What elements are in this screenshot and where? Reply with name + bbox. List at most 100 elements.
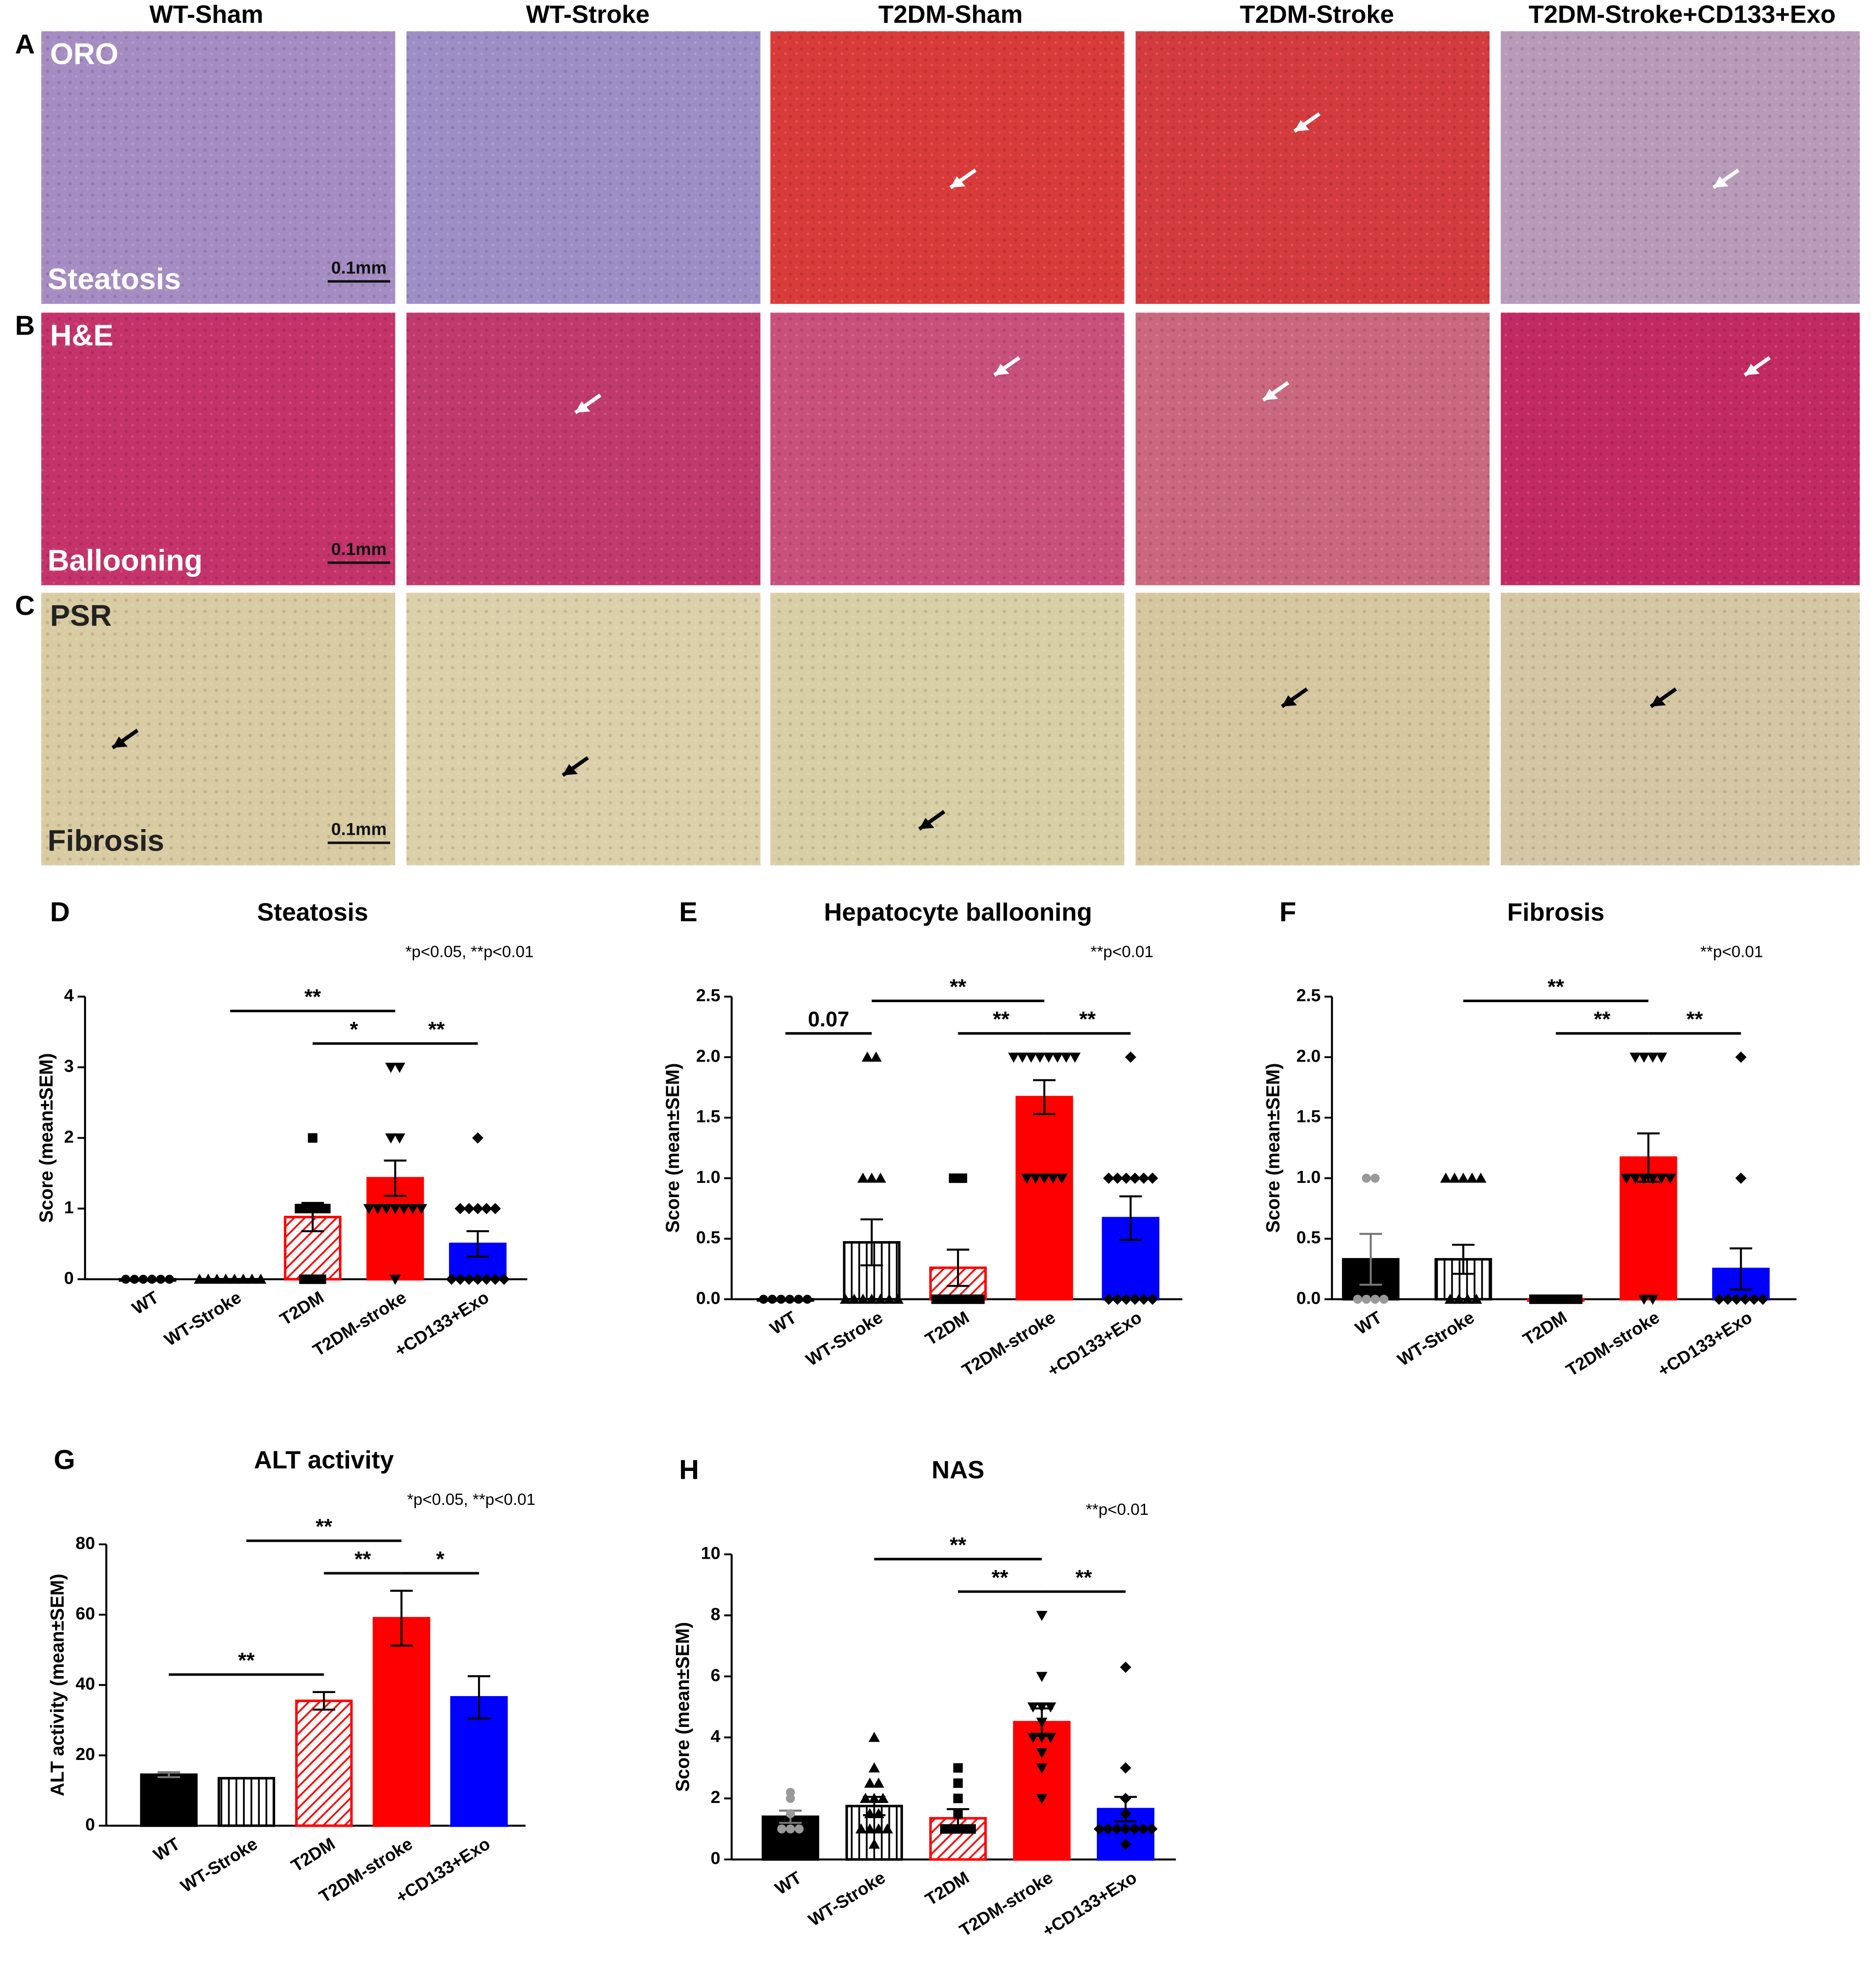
data-point	[1036, 1733, 1048, 1743]
y-tick-label: 1.0	[696, 1167, 721, 1187]
data-point	[840, 1293, 851, 1304]
data-point	[1120, 1172, 1132, 1184]
significance-label: **	[1547, 975, 1564, 999]
x-tick-label: +CD133+Exo	[1654, 1308, 1756, 1381]
data-point	[864, 1777, 876, 1788]
data-point	[1475, 1172, 1487, 1183]
data-point	[1713, 1293, 1725, 1305]
x-tick-label: +CD133+Exo	[1039, 1868, 1140, 1941]
significance-label: **	[992, 1566, 1008, 1590]
data-point	[966, 1824, 976, 1834]
y-tick-label: 10	[701, 1544, 721, 1563]
data-point	[975, 1294, 985, 1304]
error-bar	[466, 1230, 489, 1258]
data-point	[1664, 1173, 1676, 1184]
data-point	[1034, 1052, 1046, 1063]
data-point	[966, 1294, 976, 1304]
data-point	[1529, 1294, 1539, 1304]
x-tick-label: WT-Stroke	[1394, 1308, 1478, 1370]
data-point	[1371, 1173, 1380, 1183]
data-point	[381, 1204, 392, 1215]
data-point	[1371, 1295, 1380, 1304]
arrow-head	[575, 401, 591, 413]
y-tick-label: 2.5	[696, 986, 721, 1005]
data-point	[873, 1777, 884, 1788]
data-point	[1620, 1173, 1632, 1184]
significance-note: *p<0.05, **p<0.01	[407, 1490, 535, 1508]
row-letter: A	[15, 29, 35, 60]
data-point	[1129, 1172, 1141, 1184]
chart-title: Steatosis	[257, 899, 369, 926]
data-point	[759, 1295, 768, 1304]
data-point	[953, 1763, 963, 1773]
data-point	[877, 1793, 889, 1803]
data-point	[873, 1823, 884, 1834]
arrow-head	[1744, 364, 1760, 375]
bar	[372, 1617, 431, 1827]
data-point	[857, 1293, 869, 1304]
scale-bar-label: 0.1mm	[331, 819, 387, 839]
data-point	[295, 1204, 305, 1214]
y-tick-label: 60	[76, 1603, 95, 1623]
data-point	[1103, 1293, 1115, 1305]
data-point	[1555, 1294, 1565, 1304]
data-point	[957, 1294, 967, 1304]
data-point	[1030, 1173, 1041, 1184]
data-point	[786, 1824, 795, 1834]
x-tick-label: T2DM	[276, 1288, 327, 1329]
data-point	[316, 1274, 326, 1284]
y-axis-label: Score (mean±SEM)	[36, 1053, 57, 1223]
x-tick-label: WT	[150, 1834, 183, 1865]
data-point	[1453, 1293, 1465, 1304]
significance-label: **	[355, 1548, 371, 1571]
arrow-head	[994, 364, 1009, 375]
error-bar	[312, 1691, 335, 1711]
data-point	[1573, 1294, 1583, 1304]
panel-letter: E	[679, 897, 697, 927]
data-point	[1125, 1051, 1136, 1063]
x-tick-label: T2DM	[922, 1308, 973, 1349]
data-point	[868, 1732, 880, 1742]
y-tick-label: 0	[85, 1815, 95, 1834]
y-tick-label: 20	[76, 1744, 95, 1764]
data-point	[1462, 1293, 1474, 1304]
data-point	[794, 1824, 804, 1834]
data-point	[1379, 1295, 1388, 1304]
data-point	[229, 1273, 240, 1284]
data-point	[1757, 1293, 1769, 1305]
x-tick-label: T2DM	[288, 1834, 339, 1876]
y-tick-label: 2.5	[1296, 986, 1321, 1005]
data-point	[1146, 1823, 1158, 1835]
data-point	[389, 1275, 401, 1285]
column-header: T2DM-Stroke	[1240, 1, 1394, 29]
data-point	[777, 1824, 787, 1834]
data-point	[394, 1133, 405, 1144]
x-tick-label: T2DM-stroke	[956, 1868, 1056, 1940]
data-point	[776, 1295, 786, 1304]
data-point	[1647, 1173, 1659, 1184]
x-tick-label: WT-Stroke	[177, 1834, 261, 1896]
data-point	[1656, 1052, 1667, 1063]
significance-label: *	[350, 1018, 358, 1042]
data-point	[949, 1824, 959, 1834]
arrow-head	[1650, 695, 1666, 707]
data-point	[1440, 1172, 1451, 1183]
y-tick-label: 0	[64, 1268, 73, 1288]
data-point	[415, 1204, 427, 1215]
data-point	[957, 1824, 967, 1834]
significance-label: **	[993, 1008, 1009, 1031]
data-point	[385, 1133, 397, 1144]
y-tick-label: 1.5	[696, 1107, 721, 1126]
data-point	[1112, 1293, 1123, 1305]
data-point	[864, 1808, 876, 1819]
y-tick-label: 0	[711, 1849, 720, 1868]
panel-letter: F	[1279, 897, 1296, 927]
error-bar	[1730, 1247, 1753, 1291]
data-point	[211, 1273, 223, 1284]
data-point	[949, 1173, 959, 1183]
data-point	[892, 1293, 904, 1304]
arrow-head	[1713, 176, 1729, 188]
data-point	[1027, 1702, 1039, 1713]
x-tick-label: T2DM-stroke	[1563, 1308, 1663, 1380]
x-tick-label: T2DM	[1520, 1308, 1571, 1349]
